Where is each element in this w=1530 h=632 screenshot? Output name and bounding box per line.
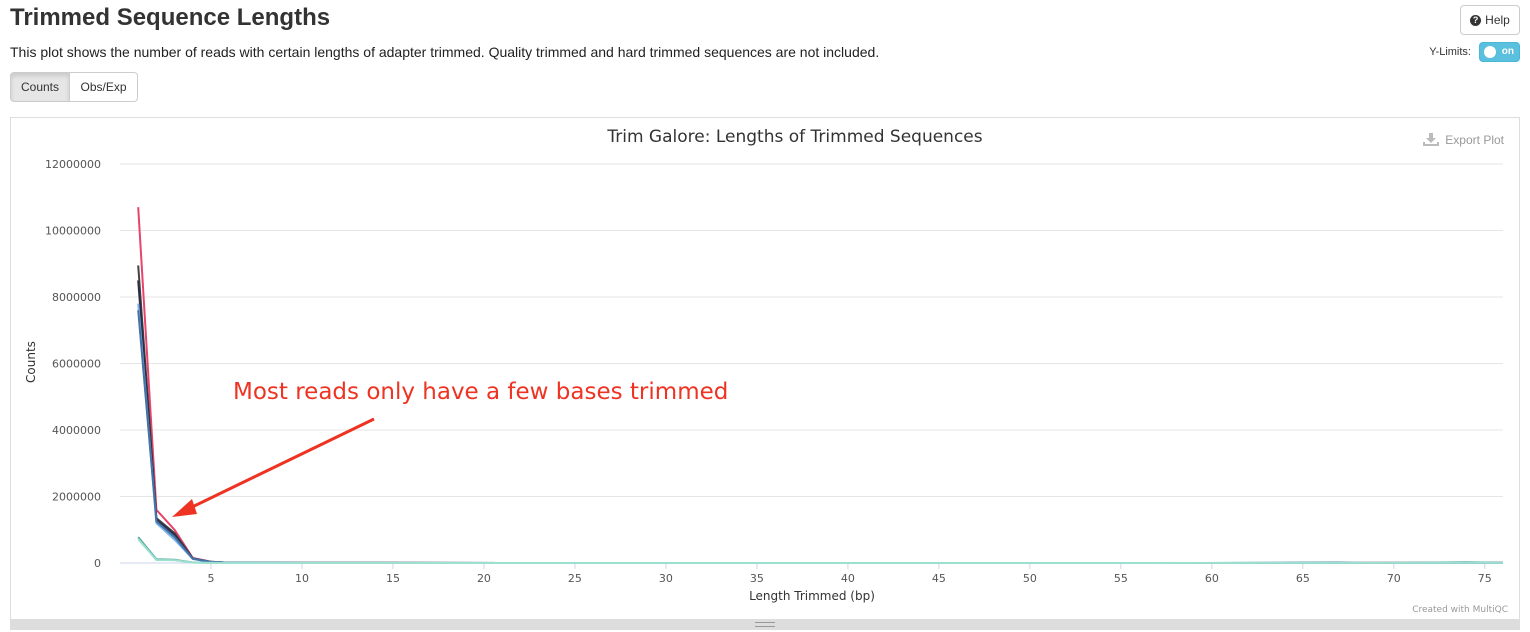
ylimits-control: Y-Limits: on: [1429, 42, 1520, 62]
export-plot-label: Export Plot: [1445, 133, 1504, 147]
plot-resize-handle[interactable]: [10, 619, 1520, 630]
help-label: Help: [1485, 13, 1510, 27]
plot-container: [10, 117, 1520, 630]
page-title: Trimmed Sequence Lengths: [10, 4, 331, 31]
export-plot-button[interactable]: Export Plot: [1422, 133, 1504, 147]
plot-description: This plot shows the number of reads with…: [10, 44, 880, 60]
toggle-label: on: [1501, 46, 1514, 57]
plot-mode-tabs: Counts Obs/Exp: [10, 72, 138, 102]
help-button[interactable]: ? Help: [1460, 5, 1520, 35]
question-circle-icon: ?: [1470, 14, 1482, 26]
grip-icon: [755, 622, 775, 627]
ylimits-toggle[interactable]: on: [1479, 42, 1520, 62]
tab-obs-exp[interactable]: Obs/Exp: [70, 72, 138, 102]
tab-counts[interactable]: Counts: [10, 72, 70, 102]
download-icon: [1423, 133, 1440, 146]
toggle-knob: [1484, 46, 1496, 58]
ylimits-label: Y-Limits:: [1429, 46, 1471, 58]
